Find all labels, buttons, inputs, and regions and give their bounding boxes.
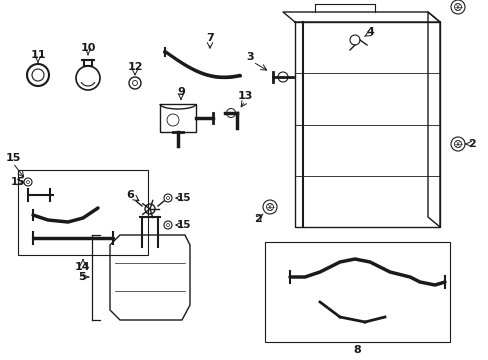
Text: 11: 11 (30, 50, 46, 60)
Text: 8: 8 (352, 345, 360, 355)
Text: 15: 15 (11, 177, 25, 187)
Text: 13: 13 (237, 91, 252, 101)
Text: 3: 3 (245, 52, 253, 62)
Bar (18, 170, 148, 255)
Text: 1: 1 (341, 0, 348, 1)
Text: 2: 2 (467, 139, 475, 149)
Bar (160, 104, 196, 132)
Text: 4: 4 (366, 27, 373, 37)
Text: 6: 6 (126, 190, 134, 200)
Text: 15: 15 (176, 220, 191, 230)
Text: 15: 15 (176, 193, 191, 203)
Text: 9: 9 (177, 87, 184, 97)
Text: 12: 12 (127, 62, 142, 72)
Text: 2: 2 (254, 214, 262, 224)
Text: 14: 14 (75, 262, 91, 272)
Text: 15: 15 (5, 153, 20, 163)
Text: 5: 5 (78, 272, 85, 282)
Text: 10: 10 (80, 43, 96, 53)
Text: 7: 7 (206, 33, 213, 43)
Bar (264, 242, 449, 342)
